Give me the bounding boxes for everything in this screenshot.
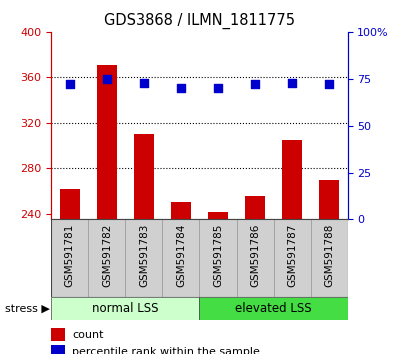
Bar	[51, 328, 65, 341]
Bar	[162, 219, 199, 297]
Text: GSM591786: GSM591786	[250, 223, 260, 287]
Bar	[88, 219, 126, 297]
Point	[326, 81, 332, 87]
Bar	[237, 219, 274, 297]
Point	[289, 80, 295, 85]
Text: elevated LSS: elevated LSS	[235, 302, 312, 315]
Bar	[310, 219, 348, 297]
Bar	[282, 140, 302, 219]
Point	[215, 85, 221, 91]
Bar	[60, 189, 80, 219]
Bar	[199, 297, 348, 320]
Point	[67, 81, 73, 87]
Title: GDS3868 / ILMN_1811775: GDS3868 / ILMN_1811775	[104, 13, 295, 29]
Text: percentile rank within the sample: percentile rank within the sample	[72, 347, 260, 354]
Bar	[51, 297, 199, 320]
Text: GSM591781: GSM591781	[65, 223, 75, 287]
Bar	[199, 219, 237, 297]
Text: GSM591785: GSM591785	[213, 223, 223, 287]
Bar	[51, 219, 88, 297]
Bar	[245, 196, 265, 219]
Text: GSM591787: GSM591787	[287, 223, 297, 287]
Text: stress ▶: stress ▶	[5, 304, 49, 314]
Point	[178, 85, 184, 91]
Bar	[319, 180, 339, 219]
Text: count: count	[72, 330, 103, 339]
Bar	[171, 202, 191, 219]
Bar	[51, 346, 65, 354]
Bar	[274, 219, 310, 297]
Text: normal LSS: normal LSS	[92, 302, 159, 315]
Bar	[134, 134, 154, 219]
Bar	[208, 212, 228, 219]
Point	[104, 76, 110, 81]
Bar	[126, 219, 162, 297]
Text: GSM591784: GSM591784	[176, 223, 186, 287]
Text: GSM591782: GSM591782	[102, 223, 112, 287]
Text: GSM591783: GSM591783	[139, 223, 149, 287]
Point	[141, 80, 147, 85]
Bar	[97, 65, 117, 219]
Point	[252, 81, 258, 87]
Text: GSM591788: GSM591788	[324, 223, 334, 287]
